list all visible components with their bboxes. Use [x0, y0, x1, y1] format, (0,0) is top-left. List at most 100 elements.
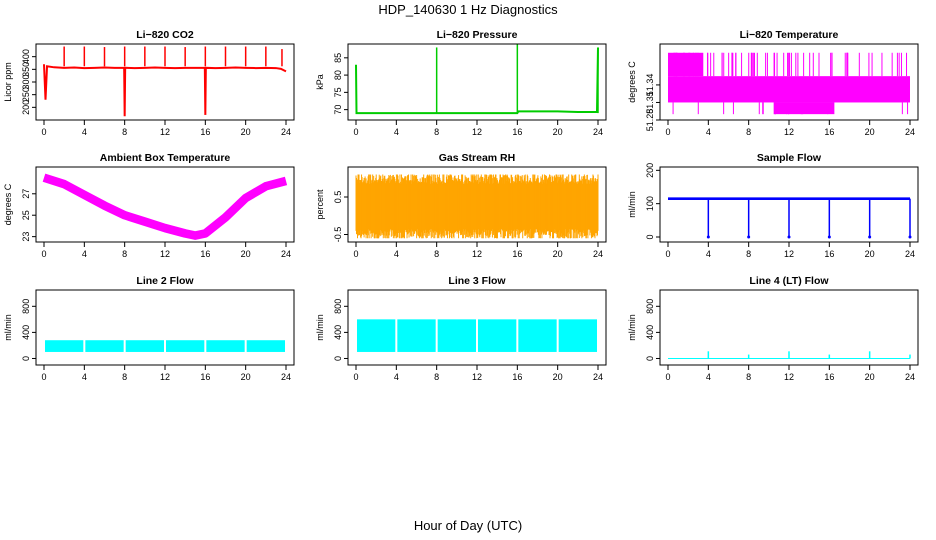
x-tick-label: 20: [865, 249, 875, 259]
y-tick-label: 80: [333, 70, 343, 80]
data-band-segment: [45, 340, 84, 352]
x-tick-label: 20: [553, 372, 563, 382]
data-band-segment: [206, 340, 245, 352]
y-tick-label: 800: [21, 299, 31, 314]
x-tick-label: 24: [593, 127, 603, 137]
x-tick-label: 20: [241, 249, 251, 259]
panel-5: Gas Stream RH 0 4 8 12 16 20 24 -0.5 0.5 percent: [315, 152, 607, 259]
x-tick-label: 24: [905, 372, 915, 382]
x-tick-label: 16: [512, 372, 522, 382]
x-tick-label: 4: [82, 127, 87, 137]
plot-area: [355, 44, 599, 115]
panel-6: Sample Flow 0 4 8 12 16 20 24 0 100 200 ml/min: [627, 152, 919, 259]
plot-area: [42, 173, 288, 240]
data-band-segment: [558, 319, 597, 352]
x-tick-label: 12: [472, 249, 482, 259]
x-tick-label: 8: [746, 372, 751, 382]
plot-area: [668, 197, 912, 239]
x-tick-label: 8: [746, 249, 751, 259]
x-tick-label: 0: [353, 249, 358, 259]
x-tick-label: 12: [784, 127, 794, 137]
panel-title: Ambient Box Temperature: [100, 152, 231, 164]
x-tick-label: 24: [281, 249, 291, 259]
panel-title: Line 3 Flow: [448, 275, 506, 287]
data-band-segment: [478, 319, 517, 352]
x-tick-label: 24: [905, 249, 915, 259]
x-tick-label: 16: [200, 127, 210, 137]
x-tick-label: 8: [122, 249, 127, 259]
data-band-segment: [85, 340, 124, 352]
y-tick-label: 23: [21, 232, 31, 242]
y-tick-label: 27: [21, 189, 31, 199]
x-tick-label: 16: [824, 127, 834, 137]
x-tick-label: 0: [41, 249, 46, 259]
x-tick-label: 20: [553, 127, 563, 137]
data-lower-block: [773, 102, 835, 115]
plot-area: [668, 52, 910, 115]
y-tick-label: -0.5: [333, 227, 343, 243]
data-series: [43, 64, 287, 117]
data-band-segment: [397, 319, 436, 352]
y-tick-label: 0.5: [333, 191, 343, 204]
data-upper-block: [668, 52, 704, 77]
x-tick-label: 4: [706, 249, 711, 259]
x-tick-label: 12: [160, 372, 170, 382]
data-band-segment: [246, 340, 285, 352]
x-tick-label: 8: [122, 372, 127, 382]
data-band-segment: [437, 319, 476, 352]
x-tick-label: 24: [593, 372, 603, 382]
y-tick-label: 51.34: [645, 74, 655, 97]
y-tick-label: 0: [645, 234, 655, 239]
y-tick-label: 200: [21, 100, 31, 115]
panel-title: Li−820 Pressure: [437, 29, 518, 41]
y-tick-label: 0: [333, 356, 343, 361]
x-tick-label: 0: [665, 372, 670, 382]
y-tick-label: 0: [645, 356, 655, 361]
x-tick-label: 4: [394, 249, 399, 259]
y-tick-label: 400: [645, 325, 655, 340]
y-tick-label: 75: [333, 87, 343, 97]
data-dip-point: [827, 235, 831, 239]
data-band-segment: [125, 340, 164, 352]
x-tick-label: 0: [41, 127, 46, 137]
x-tick-label: 0: [665, 127, 670, 137]
y-tick-label: 800: [333, 299, 343, 314]
y-tick-label: 200: [645, 163, 655, 178]
y-tick-label: 300: [21, 74, 31, 89]
x-tick-label: 8: [434, 249, 439, 259]
data-dip-point: [747, 235, 751, 239]
x-tick-label: 4: [394, 372, 399, 382]
panel-title: Sample Flow: [757, 152, 822, 164]
x-tick-label: 0: [353, 372, 358, 382]
x-tick-label: 20: [865, 372, 875, 382]
y-axis-label: Licor ppm: [3, 62, 13, 102]
panel-4: Ambient Box Temperature 0 4 8 12 16 20 24 23 25 27…: [3, 152, 295, 259]
x-tick-label: 12: [160, 127, 170, 137]
panel-title: Line 2 Flow: [136, 275, 194, 287]
x-tick-label: 12: [160, 249, 170, 259]
y-tick-label: 70: [333, 105, 343, 115]
x-axis-title: Hour of Day (UTC): [413, 518, 523, 533]
x-tick-label: 8: [434, 127, 439, 137]
panel-7: Line 2 Flow 0 4 8 12 16 20 24 0 400 800 ml/min: [3, 275, 295, 382]
x-tick-label: 20: [241, 372, 251, 382]
y-axis-label: degrees C: [627, 61, 637, 103]
x-tick-label: 4: [82, 372, 87, 382]
data-dip-point: [706, 235, 710, 239]
x-tick-label: 12: [784, 372, 794, 382]
y-tick-label: 85: [333, 53, 343, 63]
y-axis-label: percent: [315, 189, 325, 220]
x-tick-label: 8: [746, 127, 751, 137]
panel-3: Li−820 Temperature 0 4 8 12 16 20 24 51.2851.315…: [627, 29, 919, 137]
y-tick-label: 400: [21, 325, 31, 340]
x-tick-label: 0: [665, 249, 670, 259]
data-dip-point: [868, 235, 872, 239]
plot-area: [355, 174, 599, 239]
panel-9: Line 4 (LT) Flow 0 4 8 12 16 20 24 0 400 800 ml/min: [627, 275, 919, 382]
y-tick-label: 800: [645, 299, 655, 314]
x-tick-label: 24: [281, 372, 291, 382]
y-tick-label: 25: [21, 210, 31, 220]
y-axis-label: ml/min: [3, 314, 13, 341]
